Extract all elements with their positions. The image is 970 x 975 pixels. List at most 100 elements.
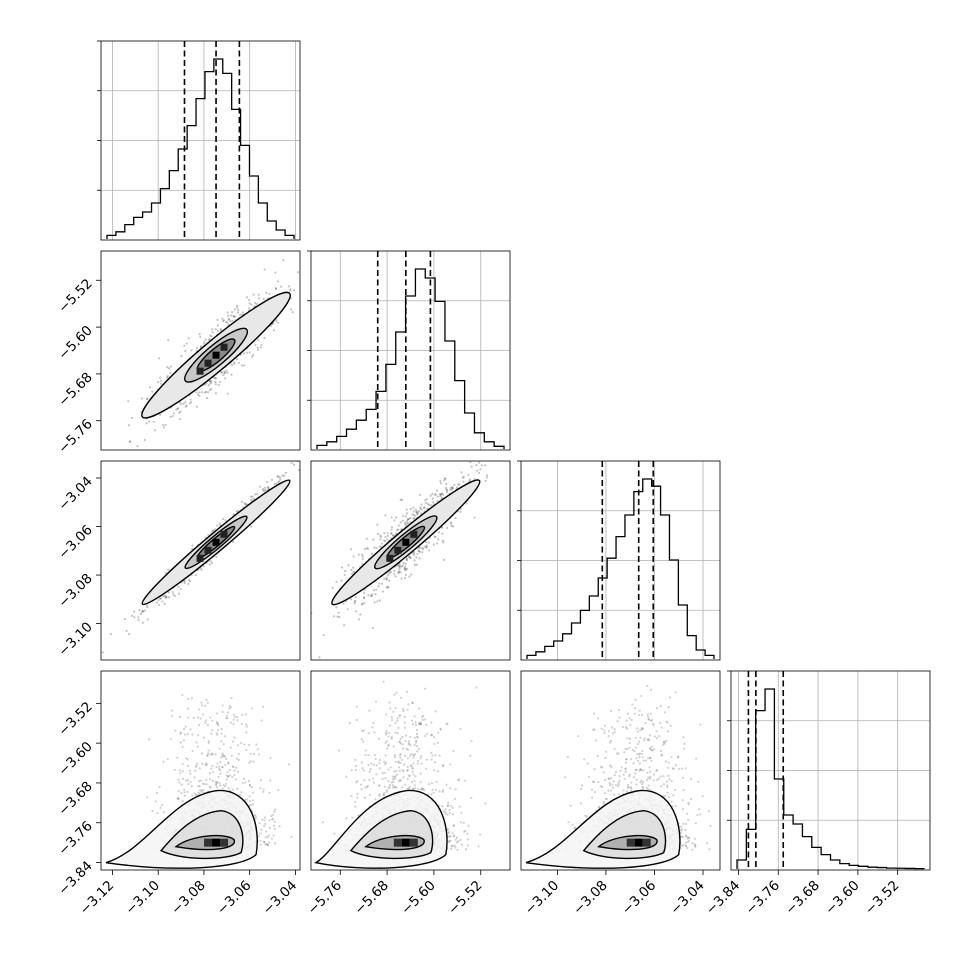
- panel-background: [311, 461, 510, 660]
- sample-point: [361, 761, 363, 763]
- density-core: [205, 547, 212, 554]
- sample-point: [248, 299, 250, 301]
- sample-point: [392, 711, 394, 713]
- sample-point: [440, 482, 442, 484]
- sample-point: [217, 729, 219, 731]
- sample-point: [226, 715, 228, 717]
- sample-point: [378, 762, 380, 764]
- sample-point: [449, 812, 451, 814]
- sample-point: [225, 717, 227, 719]
- sample-point: [170, 365, 172, 367]
- sample-point: [259, 787, 261, 789]
- sample-point: [155, 800, 157, 802]
- sample-point: [228, 318, 230, 320]
- sample-point: [397, 529, 399, 531]
- sample-point: [387, 735, 389, 737]
- sample-point: [178, 798, 180, 800]
- sample-point: [355, 769, 357, 771]
- sample-point: [336, 615, 338, 617]
- sample-point: [240, 742, 242, 744]
- sample-point: [407, 757, 409, 759]
- sample-point: [230, 746, 232, 748]
- sample-point: [438, 531, 440, 533]
- sample-point: [444, 808, 446, 810]
- sample-point: [387, 574, 389, 576]
- sample-point: [224, 519, 226, 521]
- sample-point: [180, 732, 182, 734]
- sample-point: [221, 766, 223, 768]
- sample-point: [211, 720, 213, 722]
- sample-point: [352, 567, 354, 569]
- sample-point: [277, 322, 279, 324]
- sample-point: [161, 804, 163, 806]
- sample-point: [255, 817, 257, 819]
- sample-point: [377, 585, 379, 587]
- sample-point: [193, 776, 195, 778]
- sample-point: [408, 518, 410, 520]
- sample-point: [428, 549, 430, 551]
- sample-point: [391, 716, 393, 718]
- sample-point: [355, 765, 357, 767]
- sample-point: [404, 722, 406, 724]
- density-core: [212, 839, 220, 847]
- sample-point: [274, 483, 276, 485]
- sample-point: [198, 395, 200, 397]
- sample-point: [345, 817, 347, 819]
- sample-point: [470, 740, 472, 742]
- sample-point: [401, 786, 403, 788]
- sample-point: [368, 710, 370, 712]
- sample-point: [454, 798, 456, 800]
- sample-point: [447, 828, 449, 830]
- sample-point: [414, 737, 416, 739]
- sample-point: [415, 741, 417, 743]
- sample-point: [215, 328, 217, 330]
- sample-point: [250, 760, 252, 762]
- sample-point: [167, 339, 169, 341]
- sample-point: [183, 345, 185, 347]
- sample-point: [391, 719, 393, 721]
- sample-point: [207, 724, 209, 726]
- sample-point: [207, 752, 209, 754]
- sample-point: [412, 771, 414, 773]
- sample-point: [279, 476, 281, 478]
- sample-point: [258, 294, 260, 296]
- sample-point: [415, 724, 417, 726]
- sample-point: [179, 772, 181, 774]
- sample-point: [460, 812, 462, 814]
- sample-point: [384, 514, 386, 516]
- scatter-panel-3-1: [311, 671, 510, 870]
- sample-point: [398, 568, 400, 570]
- sample-point: [384, 536, 386, 538]
- sample-point: [251, 495, 253, 497]
- sample-point: [385, 732, 387, 734]
- sample-point: [225, 369, 227, 371]
- sample-point: [175, 409, 177, 411]
- sample-point: [180, 741, 182, 743]
- sample-point: [379, 534, 381, 536]
- sample-point: [416, 745, 418, 747]
- sample-point: [240, 791, 242, 793]
- sample-point: [410, 573, 412, 575]
- sample-point: [225, 783, 227, 785]
- sample-point: [397, 727, 399, 729]
- sample-point: [206, 783, 208, 785]
- sample-point: [376, 524, 378, 526]
- sample-point: [187, 583, 189, 585]
- sample-point: [185, 779, 187, 781]
- sample-point: [263, 337, 265, 339]
- sample-point: [351, 817, 353, 819]
- sample-point: [220, 733, 222, 735]
- sample-point: [232, 320, 234, 322]
- sample-point: [400, 577, 402, 579]
- sample-point: [393, 745, 395, 747]
- sample-point: [262, 791, 264, 793]
- sample-point: [425, 768, 427, 770]
- sample-point: [479, 833, 481, 835]
- sample-point: [421, 508, 423, 510]
- sample-point: [445, 483, 447, 485]
- sample-point: [379, 759, 381, 761]
- sample-point: [418, 550, 420, 552]
- sample-point: [398, 766, 400, 768]
- sample-point: [198, 724, 200, 726]
- sample-point: [166, 366, 168, 368]
